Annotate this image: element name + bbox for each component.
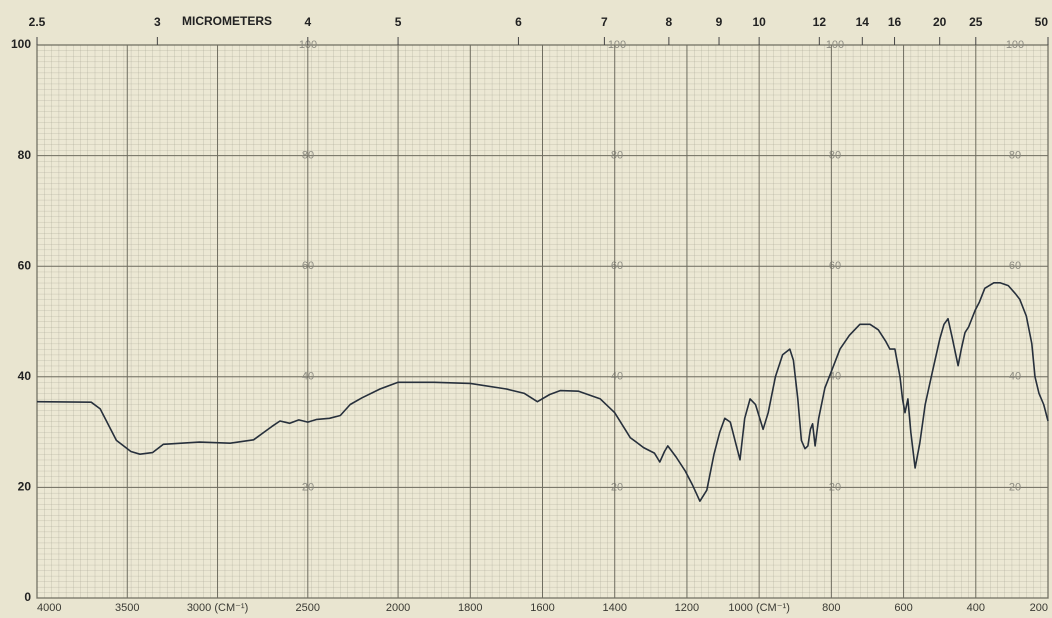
inner-y-label: 100 — [608, 39, 626, 51]
inner-y-label: 100 — [1006, 39, 1024, 51]
inner-y-label: 80 — [611, 150, 623, 162]
y-tick-label: 20 — [18, 480, 32, 494]
x2-tick-label: 10 — [752, 15, 766, 29]
x2-tick-label: 8 — [666, 15, 673, 29]
x-tick-label: 4000 — [37, 602, 61, 614]
x2-tick-label: 4 — [304, 15, 311, 29]
y-tick-label: 100 — [11, 37, 31, 51]
inner-y-label: 40 — [1009, 371, 1021, 383]
inner-y-label: 40 — [611, 371, 623, 383]
x2-tick-label: 9 — [716, 15, 723, 29]
inner-y-label: 100 — [826, 39, 844, 51]
x2-axis-label: MICROMETERS — [182, 14, 272, 28]
x2-tick-label: 7 — [601, 15, 608, 29]
x2-tick-label: 16 — [888, 15, 902, 29]
inner-y-label: 80 — [1009, 150, 1021, 162]
x-tick-label: 2500 — [296, 602, 320, 614]
inner-y-label: 80 — [829, 150, 841, 162]
x2-tick-label: 20 — [933, 15, 947, 29]
x-tick-label: 1400 — [602, 602, 626, 614]
x2-tick-label: 2.5 — [29, 15, 46, 29]
x-tick-label: 3000 (CM⁻¹) — [187, 602, 248, 614]
spectrum-line — [36, 282, 1049, 502]
x2-tick-label: 25 — [969, 15, 983, 29]
inner-y-label: 40 — [829, 371, 841, 383]
y-tick-label: 40 — [18, 369, 32, 383]
x2-tick-label: 3 — [154, 15, 161, 29]
y-tick-label: 60 — [18, 258, 32, 272]
x-tick-label: 3500 — [115, 602, 139, 614]
x2-tick-label: 6 — [515, 15, 522, 29]
x-tick-label: 1000 (CM⁻¹) — [728, 602, 789, 614]
x-tick-label: 1800 — [458, 602, 482, 614]
inner-y-label: 20 — [829, 481, 841, 493]
x-tick-label: 1600 — [530, 602, 554, 614]
x2-tick-label: 14 — [856, 15, 870, 29]
x-tick-label: 800 — [822, 602, 840, 614]
x-tick-label: 400 — [967, 602, 985, 614]
x-tick-label: 2000 — [386, 602, 410, 614]
x2-tick-label: 50 — [1035, 15, 1049, 29]
x-tick-label: 1200 — [675, 602, 699, 614]
x2-tick-label: 12 — [813, 15, 827, 29]
y-tick-label: 0 — [24, 590, 31, 604]
x-tick-label: 600 — [894, 602, 912, 614]
inner-y-label: 60 — [1009, 260, 1021, 272]
x2-tick-label: 5 — [395, 15, 402, 29]
y-tick-label: 80 — [18, 148, 32, 162]
inner-y-label: 20 — [611, 481, 623, 493]
inner-y-label: 20 — [1009, 481, 1021, 493]
inner-y-label: 60 — [611, 260, 623, 272]
x-tick-label: 200 — [1030, 602, 1048, 614]
inner-y-label: 60 — [829, 260, 841, 272]
